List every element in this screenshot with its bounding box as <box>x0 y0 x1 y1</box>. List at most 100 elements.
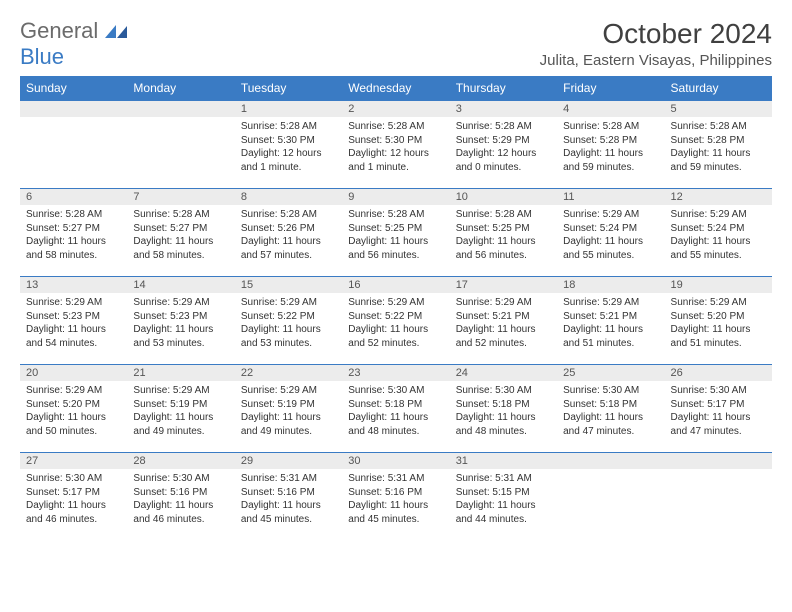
calendar-day-cell: 4Sunrise: 5:28 AMSunset: 5:28 PMDaylight… <box>557 101 664 189</box>
day-number: 31 <box>450 453 557 469</box>
calendar-day-cell: 31Sunrise: 5:31 AMSunset: 5:15 PMDayligh… <box>450 453 557 541</box>
day-number <box>20 101 127 117</box>
daylight-line: Daylight: 11 hours and 53 minutes. <box>133 323 228 350</box>
calendar-day-cell: 24Sunrise: 5:30 AMSunset: 5:18 PMDayligh… <box>450 365 557 453</box>
day-number: 18 <box>557 277 664 293</box>
sunset-line: Sunset: 5:19 PM <box>133 398 228 412</box>
day-details: Sunrise: 5:30 AMSunset: 5:17 PMDaylight:… <box>665 381 772 442</box>
day-header-row: SundayMondayTuesdayWednesdayThursdayFrid… <box>20 76 772 101</box>
day-details: Sunrise: 5:30 AMSunset: 5:18 PMDaylight:… <box>450 381 557 442</box>
sunrise-line: Sunrise: 5:31 AM <box>456 472 551 486</box>
day-header: Monday <box>127 76 234 101</box>
day-header: Friday <box>557 76 664 101</box>
day-details: Sunrise: 5:29 AMSunset: 5:24 PMDaylight:… <box>665 205 772 266</box>
day-details: Sunrise: 5:30 AMSunset: 5:17 PMDaylight:… <box>20 469 127 530</box>
logo-word-blue: Blue <box>20 44 127 70</box>
daylight-line: Daylight: 11 hours and 53 minutes. <box>241 323 336 350</box>
daylight-line: Daylight: 11 hours and 51 minutes. <box>563 323 658 350</box>
day-details: Sunrise: 5:30 AMSunset: 5:16 PMDaylight:… <box>127 469 234 530</box>
month-title: October 2024 <box>540 18 772 50</box>
sunrise-line: Sunrise: 5:30 AM <box>456 384 551 398</box>
daylight-line: Daylight: 11 hours and 59 minutes. <box>563 147 658 174</box>
day-details: Sunrise: 5:31 AMSunset: 5:15 PMDaylight:… <box>450 469 557 530</box>
sunset-line: Sunset: 5:21 PM <box>456 310 551 324</box>
day-details: Sunrise: 5:28 AMSunset: 5:28 PMDaylight:… <box>557 117 664 178</box>
calendar-day-cell: 10Sunrise: 5:28 AMSunset: 5:25 PMDayligh… <box>450 189 557 277</box>
logo-text-block: General Blue <box>20 18 127 70</box>
sunrise-line: Sunrise: 5:29 AM <box>241 296 336 310</box>
calendar-day-cell: 23Sunrise: 5:30 AMSunset: 5:18 PMDayligh… <box>342 365 449 453</box>
sunset-line: Sunset: 5:24 PM <box>563 222 658 236</box>
logo-sail-icon <box>105 22 127 43</box>
daylight-line: Daylight: 11 hours and 47 minutes. <box>671 411 766 438</box>
daylight-line: Daylight: 11 hours and 44 minutes. <box>456 499 551 526</box>
day-header: Tuesday <box>235 76 342 101</box>
calendar-empty-cell <box>665 453 772 541</box>
day-number: 5 <box>665 101 772 117</box>
day-details: Sunrise: 5:29 AMSunset: 5:19 PMDaylight:… <box>127 381 234 442</box>
day-details <box>127 117 234 131</box>
daylight-line: Daylight: 11 hours and 50 minutes. <box>26 411 121 438</box>
sunrise-line: Sunrise: 5:31 AM <box>348 472 443 486</box>
sunset-line: Sunset: 5:22 PM <box>241 310 336 324</box>
day-details: Sunrise: 5:29 AMSunset: 5:20 PMDaylight:… <box>20 381 127 442</box>
logo-word-general: General <box>20 18 98 43</box>
calendar-day-cell: 19Sunrise: 5:29 AMSunset: 5:20 PMDayligh… <box>665 277 772 365</box>
sunset-line: Sunset: 5:30 PM <box>348 134 443 148</box>
calendar-day-cell: 25Sunrise: 5:30 AMSunset: 5:18 PMDayligh… <box>557 365 664 453</box>
day-details: Sunrise: 5:28 AMSunset: 5:30 PMDaylight:… <box>342 117 449 178</box>
sunrise-line: Sunrise: 5:29 AM <box>241 384 336 398</box>
daylight-line: Daylight: 11 hours and 55 minutes. <box>671 235 766 262</box>
day-number: 13 <box>20 277 127 293</box>
daylight-line: Daylight: 12 hours and 0 minutes. <box>456 147 551 174</box>
sunrise-line: Sunrise: 5:29 AM <box>671 296 766 310</box>
day-details: Sunrise: 5:29 AMSunset: 5:23 PMDaylight:… <box>127 293 234 354</box>
day-number: 23 <box>342 365 449 381</box>
sunset-line: Sunset: 5:17 PM <box>26 486 121 500</box>
calendar-day-cell: 8Sunrise: 5:28 AMSunset: 5:26 PMDaylight… <box>235 189 342 277</box>
day-number: 30 <box>342 453 449 469</box>
title-block: October 2024 Julita, Eastern Visayas, Ph… <box>540 18 772 69</box>
sunrise-line: Sunrise: 5:29 AM <box>456 296 551 310</box>
sunset-line: Sunset: 5:25 PM <box>456 222 551 236</box>
sunset-line: Sunset: 5:29 PM <box>456 134 551 148</box>
calendar-empty-cell <box>127 101 234 189</box>
sunset-line: Sunset: 5:27 PM <box>133 222 228 236</box>
sunset-line: Sunset: 5:18 PM <box>456 398 551 412</box>
sunset-line: Sunset: 5:23 PM <box>26 310 121 324</box>
daylight-line: Daylight: 11 hours and 56 minutes. <box>456 235 551 262</box>
calendar-week-row: 13Sunrise: 5:29 AMSunset: 5:23 PMDayligh… <box>20 277 772 365</box>
calendar-day-cell: 12Sunrise: 5:29 AMSunset: 5:24 PMDayligh… <box>665 189 772 277</box>
day-number: 27 <box>20 453 127 469</box>
sunrise-line: Sunrise: 5:28 AM <box>671 120 766 134</box>
sunrise-line: Sunrise: 5:30 AM <box>133 472 228 486</box>
daylight-line: Daylight: 11 hours and 57 minutes. <box>241 235 336 262</box>
day-number: 29 <box>235 453 342 469</box>
day-number: 20 <box>20 365 127 381</box>
day-details: Sunrise: 5:28 AMSunset: 5:25 PMDaylight:… <box>450 205 557 266</box>
day-number: 12 <box>665 189 772 205</box>
sunset-line: Sunset: 5:19 PM <box>241 398 336 412</box>
day-details: Sunrise: 5:31 AMSunset: 5:16 PMDaylight:… <box>342 469 449 530</box>
daylight-line: Daylight: 11 hours and 52 minutes. <box>456 323 551 350</box>
day-details: Sunrise: 5:28 AMSunset: 5:28 PMDaylight:… <box>665 117 772 178</box>
daylight-line: Daylight: 11 hours and 52 minutes. <box>348 323 443 350</box>
daylight-line: Daylight: 11 hours and 48 minutes. <box>456 411 551 438</box>
day-number: 17 <box>450 277 557 293</box>
sunrise-line: Sunrise: 5:28 AM <box>456 120 551 134</box>
sunrise-line: Sunrise: 5:28 AM <box>241 208 336 222</box>
day-header: Wednesday <box>342 76 449 101</box>
calendar-empty-cell <box>557 453 664 541</box>
calendar-day-cell: 15Sunrise: 5:29 AMSunset: 5:22 PMDayligh… <box>235 277 342 365</box>
day-number: 22 <box>235 365 342 381</box>
calendar-day-cell: 5Sunrise: 5:28 AMSunset: 5:28 PMDaylight… <box>665 101 772 189</box>
calendar-body: 1Sunrise: 5:28 AMSunset: 5:30 PMDaylight… <box>20 101 772 541</box>
sunset-line: Sunset: 5:26 PM <box>241 222 336 236</box>
sunset-line: Sunset: 5:22 PM <box>348 310 443 324</box>
day-details <box>665 469 772 483</box>
daylight-line: Daylight: 11 hours and 49 minutes. <box>241 411 336 438</box>
daylight-line: Daylight: 11 hours and 47 minutes. <box>563 411 658 438</box>
daylight-line: Daylight: 11 hours and 48 minutes. <box>348 411 443 438</box>
day-details: Sunrise: 5:28 AMSunset: 5:25 PMDaylight:… <box>342 205 449 266</box>
day-details: Sunrise: 5:29 AMSunset: 5:22 PMDaylight:… <box>342 293 449 354</box>
